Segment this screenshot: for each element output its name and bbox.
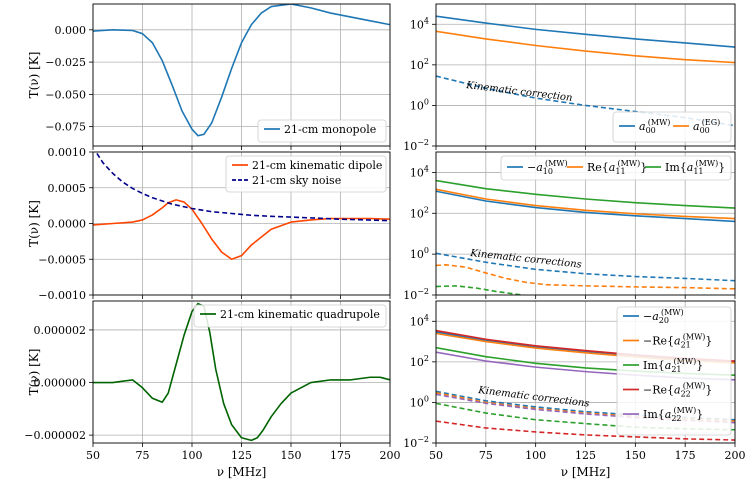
y-tick-label: 102 bbox=[410, 354, 429, 369]
y-tick-label: −0.000002 bbox=[24, 429, 86, 442]
legend: 21-cm kinematic quadrupole bbox=[193, 304, 387, 328]
panel-p2: 104 102 100 10−2 Kinematic correction a00(MW)… bbox=[403, 3, 736, 153]
legend-label: a00(MW) bbox=[639, 118, 670, 135]
x-tick-label: 50 bbox=[429, 449, 443, 462]
y-tick-label: 102 bbox=[410, 205, 429, 220]
legend-label: Im{a22(MW)} bbox=[643, 406, 703, 423]
y-axis-label: T(ν) [K] bbox=[27, 52, 41, 99]
legend: 21-cm monopole bbox=[257, 119, 387, 143]
series-line bbox=[93, 302, 390, 442]
legend-label: −a20(MW) bbox=[643, 308, 684, 325]
plot-frame bbox=[92, 151, 391, 296]
series-line bbox=[96, 152, 390, 222]
y-tick-label: 0.0005 bbox=[48, 182, 87, 195]
legend-label: 21-cm kinematic quadrupole bbox=[220, 308, 380, 321]
x-tick-label: 150 bbox=[625, 449, 646, 462]
annotation-text: Kinematic correction bbox=[465, 80, 573, 104]
y-tick-label: −0.0010 bbox=[38, 289, 86, 302]
legend-box bbox=[193, 304, 387, 328]
legend: −a10(MW) Re{a11(MW)} Im{a11(MW)} bbox=[500, 155, 732, 181]
x-tick-label: 175 bbox=[675, 449, 696, 462]
legend-label: Re{a11(MW)} bbox=[587, 159, 647, 176]
x-axis-label: ν [MHz] bbox=[561, 465, 611, 479]
legend-label: Im{a11(MW)} bbox=[665, 159, 725, 176]
y-tick-label: 104 bbox=[410, 164, 429, 179]
legend-box bbox=[500, 155, 732, 181]
legend-label: a00(EG) bbox=[693, 118, 720, 135]
x-tick-label: 175 bbox=[330, 449, 351, 462]
y-tick-label: −0.0005 bbox=[38, 253, 86, 266]
series-line bbox=[436, 179, 735, 209]
x-tick-label: 200 bbox=[725, 449, 746, 462]
legend-box bbox=[225, 155, 387, 193]
x-tick-label: 200 bbox=[380, 449, 401, 462]
plot-frame bbox=[92, 3, 391, 147]
series-line bbox=[93, 4, 390, 137]
y-tick-label: −0.025 bbox=[45, 56, 86, 69]
y-tick-label: 104 bbox=[410, 16, 429, 31]
series-line bbox=[436, 190, 735, 223]
panel-p5: 50 75 100 125 150 175 200 0.000002 0.000000 −0.00… bbox=[24, 300, 401, 479]
legend-label: −Re{a21(MW)} bbox=[643, 333, 712, 350]
plot-frame bbox=[435, 3, 736, 147]
legend-label: −Re{a22(MW)} bbox=[643, 382, 712, 399]
legend: −a20(MW) −Re{a21(MW)} Im{a21(MW)} −Re{a22(M… bbox=[616, 306, 732, 436]
x-tick-label: 150 bbox=[281, 449, 302, 462]
legend-label: −a10(MW) bbox=[527, 159, 568, 176]
y-axis-label: T(ν) [K] bbox=[27, 200, 41, 247]
series-line bbox=[436, 188, 735, 220]
panel-p3: 0.0010 0.0005 0.0000 −0.0005 −0.0010 T(ν) [K]… bbox=[27, 146, 391, 302]
y-tick-label: 100 bbox=[410, 97, 429, 112]
y-tick-label: 0.0000 bbox=[48, 218, 87, 231]
x-tick-label: 125 bbox=[231, 449, 252, 462]
series-line bbox=[436, 30, 735, 64]
y-tick-label: 100 bbox=[410, 246, 429, 261]
y-axis-label: T(ν) [K] bbox=[27, 349, 41, 396]
plot-frame bbox=[435, 151, 736, 296]
y-tick-label: 100 bbox=[410, 394, 429, 409]
legend-label: Im{a21(MW)} bbox=[643, 357, 703, 374]
y-tick-label: 0.0010 bbox=[48, 146, 87, 159]
y-tick-label: 10−2 bbox=[403, 287, 429, 302]
y-tick-label: 10−2 bbox=[403, 435, 429, 450]
legend-box bbox=[616, 306, 732, 436]
x-tick-label: 75 bbox=[479, 449, 493, 462]
x-tick-label: 125 bbox=[575, 449, 596, 462]
y-tick-label: 0.000002 bbox=[34, 324, 87, 337]
y-tick-label: −0.050 bbox=[45, 88, 86, 101]
y-tick-label: 104 bbox=[410, 313, 429, 328]
legend: 21-cm kinematic dipole 21-cm sky noise bbox=[225, 155, 387, 193]
y-tick-label: 10−2 bbox=[403, 138, 429, 153]
x-tick-label: 100 bbox=[525, 449, 546, 462]
series-line bbox=[436, 420, 735, 441]
x-tick-label: 100 bbox=[182, 449, 203, 462]
y-tick-label: 0.000 bbox=[55, 24, 87, 37]
panel-p6: 50 75 100 125 150 175 20010410210010−2Kinemati… bbox=[403, 300, 746, 479]
panel-p1: 0.000 −0.025 −0.050 −0.075 T(ν) [K] 21-cm mon… bbox=[27, 3, 391, 150]
y-tick-label: 0.000000 bbox=[34, 377, 87, 390]
legend-label: 21-cm kinematic dipole bbox=[252, 159, 382, 172]
series-line bbox=[93, 199, 390, 261]
series-line bbox=[436, 264, 735, 290]
y-tick-label: −0.075 bbox=[45, 121, 86, 134]
x-tick-label: 50 bbox=[86, 449, 100, 462]
series-line bbox=[436, 252, 735, 282]
legend-box bbox=[612, 111, 732, 143]
x-axis-label: ν [MHz] bbox=[217, 465, 267, 479]
legend-label: 21-cm sky noise bbox=[252, 174, 341, 187]
legend-box bbox=[257, 119, 387, 143]
legend: a00(MW) a00(EG) bbox=[612, 111, 732, 143]
y-tick-label: 102 bbox=[410, 57, 429, 72]
plot-frame bbox=[435, 300, 736, 444]
plot-frame bbox=[92, 300, 391, 444]
series-line bbox=[436, 15, 735, 48]
legend-label: 21-cm monopole bbox=[284, 123, 376, 136]
x-tick-label: 75 bbox=[136, 449, 150, 462]
